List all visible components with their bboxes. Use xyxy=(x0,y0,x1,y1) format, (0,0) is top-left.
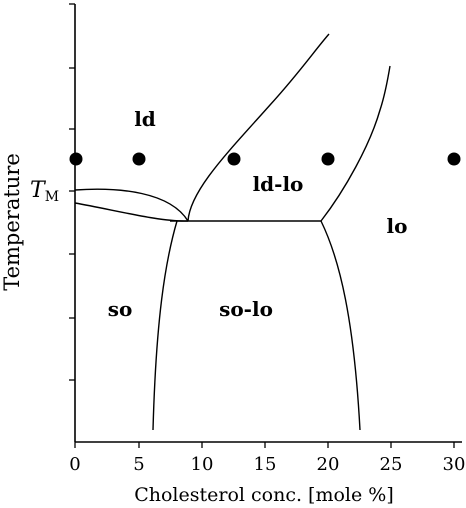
y-ticks xyxy=(69,3,75,381)
lens-lower-boundary xyxy=(74,202,189,222)
phase-boundaries xyxy=(74,33,391,431)
point-12-5 xyxy=(227,152,241,166)
x-tick-label-5: 5 xyxy=(133,454,144,475)
phase-label-lo: lo xyxy=(387,214,408,238)
composition-points xyxy=(69,152,461,166)
x-tick-label-0: 0 xyxy=(69,454,80,475)
x-tick-label-25: 25 xyxy=(380,454,403,475)
so-solo-boundary xyxy=(152,220,178,431)
point-30 xyxy=(447,152,461,166)
x-axis-label: Cholesterol conc. [mole %] xyxy=(134,484,394,506)
x-ticks xyxy=(74,442,455,448)
solo-lo-boundary xyxy=(320,220,361,431)
x-tick-label-15: 15 xyxy=(254,454,277,475)
x-tick-label-20: 20 xyxy=(317,454,340,475)
y-axis-label: Temperature xyxy=(0,153,24,291)
point-20 xyxy=(321,152,335,166)
x-tick-label-10: 10 xyxy=(191,454,214,475)
x-tick-label-30: 30 xyxy=(443,454,466,475)
point-5 xyxy=(132,152,146,166)
point-0 xyxy=(69,152,83,166)
phase-label-ld-lo: ld-lo xyxy=(253,172,304,196)
phase-label-ld: ld xyxy=(134,107,156,131)
phase-label-so: so xyxy=(108,297,133,321)
phase-label-so-lo: so-lo xyxy=(219,297,273,321)
tm-label: TM xyxy=(30,178,59,205)
ld-ldlo-boundary xyxy=(187,33,330,222)
lens-upper-boundary xyxy=(74,188,189,222)
ldlo-lo-boundary xyxy=(320,65,391,222)
